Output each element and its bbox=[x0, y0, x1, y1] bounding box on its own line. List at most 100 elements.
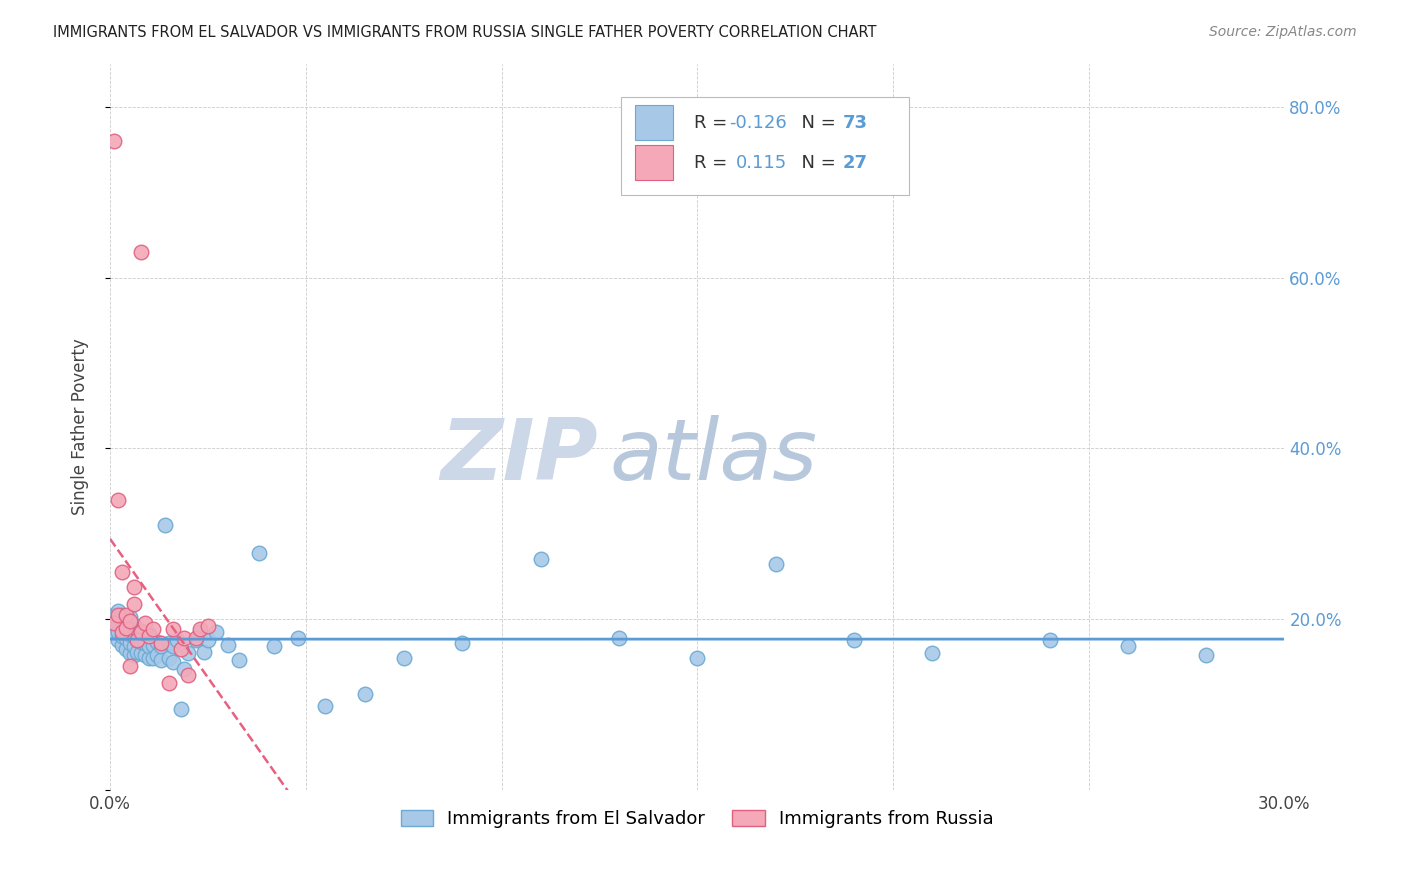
Point bbox=[131, 646, 153, 660]
Point bbox=[686, 650, 709, 665]
Point bbox=[142, 638, 165, 652]
Point bbox=[765, 557, 787, 571]
Point bbox=[111, 607, 134, 622]
Point bbox=[314, 699, 336, 714]
Point bbox=[247, 545, 270, 559]
Point bbox=[451, 636, 474, 650]
Point bbox=[138, 629, 160, 643]
Point bbox=[162, 640, 184, 654]
Point bbox=[111, 629, 134, 643]
Point bbox=[157, 650, 180, 665]
Point bbox=[118, 610, 141, 624]
Point bbox=[107, 616, 129, 631]
Point bbox=[118, 619, 141, 633]
Point bbox=[142, 623, 165, 637]
Point bbox=[204, 624, 226, 639]
Point bbox=[146, 648, 169, 662]
Point bbox=[122, 580, 145, 594]
Point bbox=[138, 650, 160, 665]
Point bbox=[103, 607, 125, 622]
Text: atlas: atlas bbox=[609, 415, 817, 498]
Point bbox=[169, 702, 191, 716]
Point bbox=[118, 627, 141, 641]
Point bbox=[134, 648, 156, 662]
Point bbox=[122, 618, 145, 632]
Point bbox=[530, 552, 553, 566]
FancyBboxPatch shape bbox=[621, 96, 908, 194]
Point bbox=[114, 631, 136, 645]
Point bbox=[103, 624, 125, 639]
Point bbox=[138, 640, 160, 654]
Point bbox=[131, 624, 153, 638]
Point bbox=[138, 627, 160, 641]
Point bbox=[217, 638, 239, 652]
Point bbox=[122, 648, 145, 662]
Point bbox=[149, 636, 172, 650]
Text: Source: ZipAtlas.com: Source: ZipAtlas.com bbox=[1209, 25, 1357, 39]
Point bbox=[122, 597, 145, 611]
Text: ZIP: ZIP bbox=[440, 415, 598, 498]
Point bbox=[197, 633, 219, 648]
Point bbox=[149, 640, 172, 654]
Point bbox=[118, 614, 141, 628]
Point bbox=[127, 623, 149, 637]
Point bbox=[134, 636, 156, 650]
Point bbox=[107, 624, 129, 639]
Point bbox=[114, 642, 136, 657]
Point bbox=[114, 623, 136, 637]
Point bbox=[107, 492, 129, 507]
Point bbox=[131, 624, 153, 639]
Point bbox=[197, 619, 219, 633]
Point bbox=[186, 633, 208, 648]
Point bbox=[131, 244, 153, 259]
Point bbox=[107, 633, 129, 648]
Point bbox=[607, 631, 630, 645]
Point bbox=[188, 623, 211, 637]
Text: N =: N = bbox=[790, 114, 842, 132]
Point bbox=[114, 607, 136, 622]
Text: 73: 73 bbox=[842, 114, 868, 132]
Point bbox=[353, 687, 375, 701]
Point bbox=[134, 616, 156, 631]
Point bbox=[118, 646, 141, 660]
Point bbox=[111, 638, 134, 652]
Point bbox=[118, 636, 141, 650]
Point bbox=[127, 644, 149, 658]
Point bbox=[122, 640, 145, 654]
Point bbox=[114, 612, 136, 626]
Point bbox=[188, 624, 211, 639]
Point bbox=[107, 607, 129, 622]
Point bbox=[173, 662, 195, 676]
Point bbox=[127, 633, 149, 648]
Point bbox=[142, 650, 165, 665]
Point bbox=[127, 633, 149, 648]
Point bbox=[114, 621, 136, 635]
Point bbox=[157, 676, 180, 690]
Point bbox=[162, 623, 184, 637]
Point bbox=[122, 629, 145, 643]
Point bbox=[1195, 648, 1218, 662]
Text: R =: R = bbox=[693, 114, 733, 132]
Point bbox=[287, 631, 309, 645]
Point bbox=[173, 631, 195, 645]
Text: R =: R = bbox=[693, 153, 738, 172]
Y-axis label: Single Father Poverty: Single Father Poverty bbox=[72, 339, 89, 516]
Point bbox=[103, 616, 125, 631]
Point bbox=[107, 604, 129, 618]
Point bbox=[118, 659, 141, 673]
Text: -0.126: -0.126 bbox=[728, 114, 787, 132]
Text: 0.115: 0.115 bbox=[735, 153, 787, 172]
Point bbox=[1116, 640, 1139, 654]
Point bbox=[162, 655, 184, 669]
Point bbox=[1038, 633, 1060, 648]
Text: IMMIGRANTS FROM EL SALVADOR VS IMMIGRANTS FROM RUSSIA SINGLE FATHER POVERTY CORR: IMMIGRANTS FROM EL SALVADOR VS IMMIGRANT… bbox=[53, 25, 877, 40]
FancyBboxPatch shape bbox=[636, 145, 672, 180]
Point bbox=[263, 640, 285, 654]
Point bbox=[149, 653, 172, 667]
FancyBboxPatch shape bbox=[636, 105, 672, 140]
Point bbox=[111, 565, 134, 579]
Point bbox=[111, 624, 134, 639]
Point bbox=[153, 518, 176, 533]
Point bbox=[157, 636, 180, 650]
Point bbox=[921, 646, 943, 660]
